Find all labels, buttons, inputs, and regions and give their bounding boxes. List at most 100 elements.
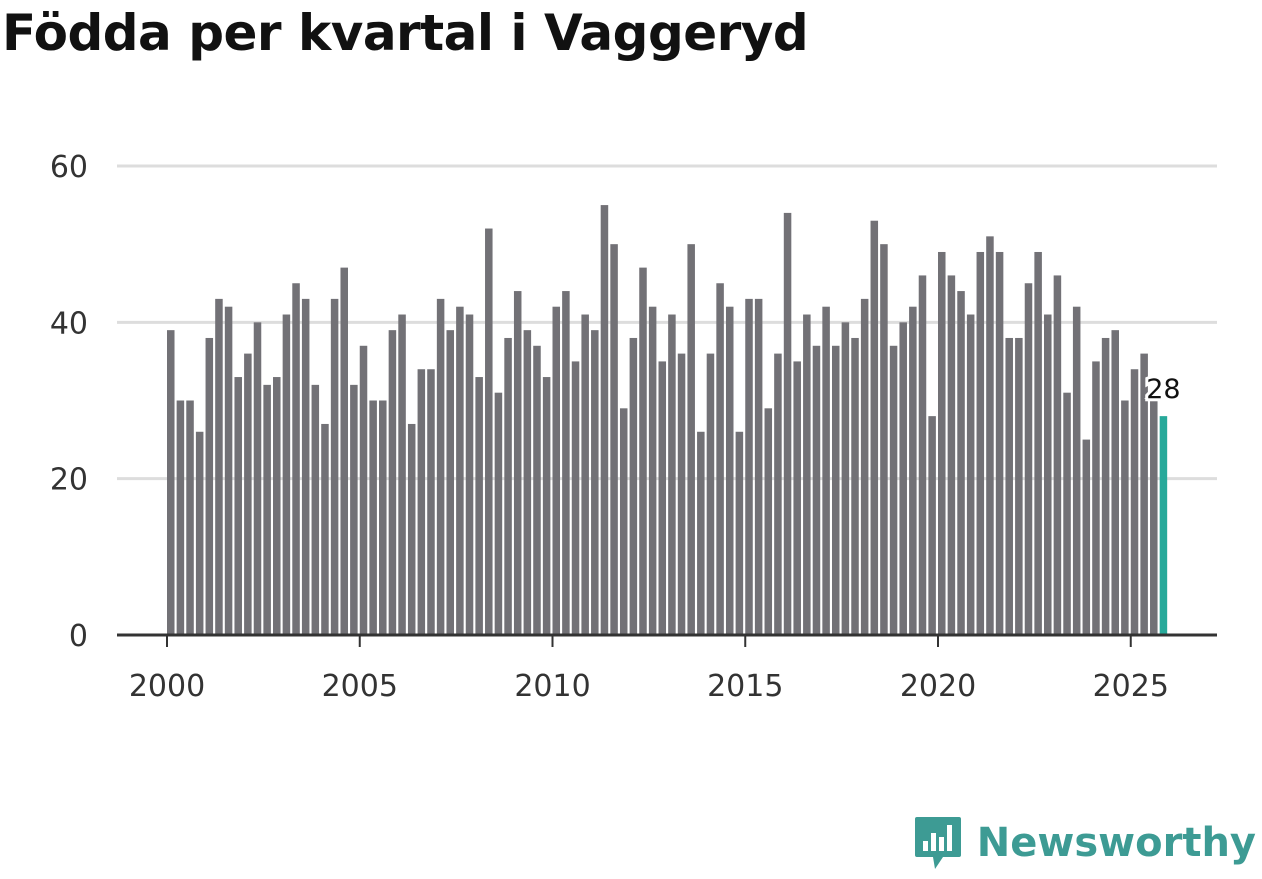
bar bbox=[822, 306, 830, 635]
bar bbox=[379, 400, 387, 635]
bar bbox=[1150, 400, 1158, 635]
bar bbox=[725, 306, 734, 635]
bar bbox=[1072, 306, 1081, 635]
bar bbox=[831, 345, 840, 635]
bar bbox=[475, 377, 483, 635]
bar bbox=[880, 244, 888, 635]
bar bbox=[407, 423, 416, 635]
bar bbox=[629, 337, 638, 635]
bar bbox=[292, 283, 300, 635]
bar bbox=[928, 416, 936, 635]
bar bbox=[697, 431, 705, 635]
x-tick-label: 2000 bbox=[129, 669, 205, 704]
bar bbox=[1111, 330, 1119, 635]
x-tick-label: 2010 bbox=[514, 669, 590, 704]
x-tick-label: 2015 bbox=[707, 669, 783, 704]
bar bbox=[311, 384, 320, 635]
x-tick-label: 2005 bbox=[322, 669, 398, 704]
bar bbox=[253, 322, 262, 635]
bar bbox=[417, 369, 426, 635]
newsworthy-brand: Newsworthy bbox=[913, 815, 1256, 871]
bar bbox=[957, 291, 965, 635]
bar bbox=[1101, 337, 1110, 635]
bars bbox=[167, 205, 1168, 636]
bar bbox=[205, 337, 214, 635]
bar bbox=[446, 330, 455, 635]
bar bbox=[388, 330, 397, 635]
y-tick-label: 0 bbox=[69, 619, 88, 654]
y-tick-label: 60 bbox=[50, 150, 88, 185]
bar bbox=[215, 298, 223, 635]
bar bbox=[504, 337, 512, 635]
bar bbox=[1130, 369, 1139, 635]
bar bbox=[301, 298, 310, 635]
newsworthy-logo-icon bbox=[914, 817, 961, 869]
last-value-label: 28 bbox=[1146, 374, 1180, 405]
bar bbox=[1053, 275, 1062, 635]
bar bbox=[591, 330, 599, 635]
y-axis-ticks: 0 20 40 60 bbox=[50, 150, 88, 654]
y-tick-label: 20 bbox=[50, 463, 88, 498]
bar bbox=[1044, 314, 1052, 635]
bar bbox=[658, 361, 667, 635]
bar bbox=[571, 361, 580, 635]
bar bbox=[1015, 337, 1023, 635]
bar bbox=[706, 353, 715, 635]
bar bbox=[783, 212, 792, 635]
bar bbox=[677, 353, 686, 635]
bar bbox=[909, 306, 917, 635]
chart-title: Födda per kvartal i Vaggeryd bbox=[2, 4, 809, 62]
bar bbox=[986, 236, 994, 635]
bar bbox=[889, 345, 898, 635]
bar bbox=[427, 369, 435, 635]
bar bbox=[1034, 251, 1042, 635]
bar bbox=[860, 298, 869, 635]
bar bbox=[668, 314, 676, 635]
bar bbox=[330, 298, 339, 635]
bar bbox=[1140, 353, 1148, 635]
bar bbox=[918, 275, 927, 635]
bar bbox=[176, 400, 185, 635]
bar bbox=[716, 283, 724, 635]
bar bbox=[542, 377, 551, 635]
bar bbox=[359, 345, 368, 635]
bar bbox=[1024, 283, 1033, 635]
y-tick-label: 40 bbox=[50, 306, 88, 341]
bar bbox=[533, 345, 541, 635]
bar bbox=[263, 384, 271, 635]
x-tick-label: 2020 bbox=[900, 669, 976, 704]
bar bbox=[938, 251, 946, 635]
bar bbox=[947, 275, 956, 635]
bar bbox=[687, 244, 695, 635]
bar bbox=[436, 298, 445, 635]
bar bbox=[552, 306, 561, 635]
bar bbox=[899, 322, 907, 635]
bar bbox=[562, 291, 570, 635]
bar bbox=[870, 220, 879, 635]
bar bbox=[1082, 439, 1091, 635]
bar bbox=[282, 314, 291, 635]
bar bbox=[321, 423, 329, 635]
x-axis-ticks: 2000 2005 2010 2015 2020 2025 bbox=[129, 635, 1169, 704]
bar bbox=[350, 384, 358, 635]
bar bbox=[995, 251, 1004, 635]
brand-name: Newsworthy bbox=[976, 820, 1256, 866]
bar bbox=[966, 314, 975, 635]
bar bbox=[610, 244, 618, 635]
bar bbox=[600, 205, 609, 636]
bar-highlight bbox=[1159, 416, 1168, 635]
bar bbox=[456, 306, 464, 635]
bar bbox=[186, 400, 194, 635]
bar bbox=[581, 314, 589, 635]
bar bbox=[1005, 337, 1013, 635]
gridlines bbox=[117, 164, 1217, 481]
bar bbox=[513, 291, 522, 635]
bar bbox=[1121, 400, 1129, 635]
bar bbox=[639, 267, 647, 635]
bar bbox=[244, 353, 252, 635]
bar bbox=[764, 408, 773, 635]
bar bbox=[735, 431, 744, 635]
bar bbox=[224, 306, 233, 635]
bar bbox=[523, 330, 532, 635]
bar bbox=[234, 377, 242, 635]
